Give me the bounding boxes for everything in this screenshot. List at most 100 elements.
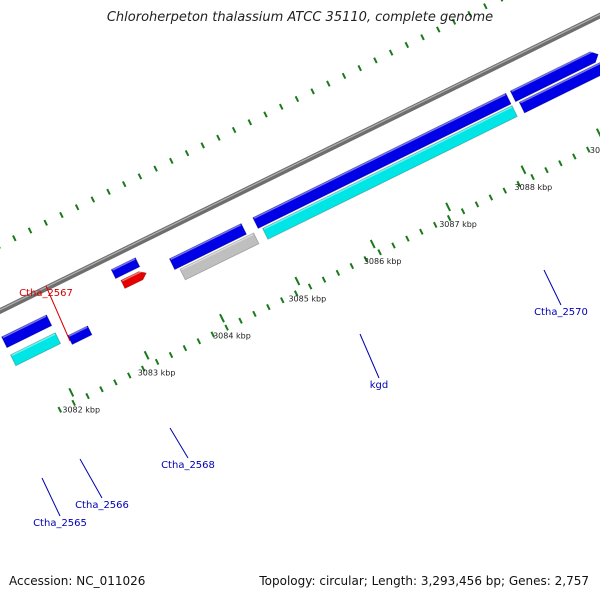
backbone-highlight <box>0 13 600 311</box>
highlight-gene-block <box>120 271 147 290</box>
inner-tick-ring <box>57 140 600 413</box>
genome-summary: Topology: circular; Length: 3,293,456 bp… <box>259 574 589 588</box>
outer-tick <box>388 49 394 56</box>
major-tick <box>445 202 451 212</box>
major-tick <box>68 387 75 397</box>
outer-tick <box>373 57 378 64</box>
tick-label: 3083 kbp <box>138 368 176 377</box>
inner-tick <box>168 351 174 359</box>
gene-leader-line <box>359 333 380 379</box>
forward-gene-block-highlight <box>2 315 47 339</box>
outer-tick <box>467 10 472 18</box>
inner-tick <box>377 249 382 256</box>
inner-tick <box>335 269 341 276</box>
pseudo-gene-block <box>179 232 260 281</box>
outer-tick <box>106 188 111 195</box>
outer-tick <box>231 126 237 134</box>
forward-gene-block-highlight <box>511 49 596 93</box>
inner-tick <box>391 242 396 249</box>
inner-tick <box>127 372 132 379</box>
gene-label-layer: Ctha_2565 Ctha_2566 Ctha_2567 Ctha_2568 kgd C… <box>19 269 588 529</box>
inner-tick <box>405 235 410 242</box>
gene-leader-line <box>41 477 61 517</box>
tick-label: 3086 kbp <box>364 257 402 266</box>
gene-leader-line <box>543 269 562 306</box>
inner-tick <box>433 221 438 229</box>
gene-label: Ctha_2567 <box>19 288 73 299</box>
inner-tick <box>210 331 215 338</box>
outer-tick <box>263 111 268 118</box>
tick-label: 3089 kbp <box>590 146 600 155</box>
outer-tick <box>483 3 488 10</box>
highlight-gene-block-highlight <box>121 269 145 282</box>
major-tick <box>595 128 600 138</box>
backbone-line <box>0 12 600 315</box>
inner-tick <box>321 276 327 283</box>
inner-tick <box>99 386 104 393</box>
inner-tick <box>238 317 243 324</box>
forward-gene-block <box>518 62 600 114</box>
outer-tick <box>436 26 441 33</box>
tick-label: 3085 kbp <box>288 294 326 303</box>
outer-tick <box>74 204 80 211</box>
outer-tick <box>420 34 425 41</box>
forward-gene-block-highlight <box>68 326 88 337</box>
inner-tick <box>224 324 229 331</box>
map-title: Chloroherpeton thalassium ATCC 35110, co… <box>106 10 494 25</box>
inner-tick <box>293 290 299 297</box>
inner-tick <box>516 180 521 187</box>
forward-gene-block <box>252 92 512 230</box>
gene-label: Ctha_2565 <box>33 518 87 529</box>
tick-label-layer: 3082 kbp 3083 kbp 3084 kbp 3085 kbp 3086 kbp… <box>62 128 600 415</box>
outer-tick <box>43 219 48 226</box>
forward-gene-block-highlight <box>253 93 506 219</box>
inner-tick <box>71 399 76 407</box>
outer-tick <box>404 41 410 49</box>
inner-tick <box>154 358 160 365</box>
gene-leader-line <box>45 285 71 342</box>
pseudo-gene-block-highlight <box>181 233 254 271</box>
reverse-cds-block <box>262 105 518 240</box>
outer-tick <box>326 80 331 87</box>
accession-text: Accession: NC_011026 <box>9 574 146 588</box>
inner-tick <box>252 310 257 318</box>
tick-label: 3082 kbp <box>62 406 100 415</box>
tick-label: 3084 kbp <box>213 331 251 340</box>
outer-tick-ring <box>0 0 504 249</box>
gene-leader-line <box>79 458 103 499</box>
gene-label: kgd <box>370 380 389 391</box>
forward-gene-block <box>168 222 248 271</box>
inner-tick <box>196 338 202 345</box>
major-tick <box>143 350 150 360</box>
gene-leader-line <box>169 427 189 459</box>
major-tick <box>369 239 376 249</box>
outer-tick <box>137 173 143 180</box>
outer-tick <box>294 95 300 103</box>
inner-tick <box>460 208 466 215</box>
outer-tick <box>200 142 205 149</box>
inner-tick <box>530 173 535 181</box>
tick-label: 3087 kbp <box>439 220 477 229</box>
inner-tick <box>113 379 118 386</box>
inner-tick <box>558 160 563 167</box>
major-tick <box>294 276 301 286</box>
inner-tick <box>266 303 271 311</box>
outer-tick <box>310 88 315 95</box>
gene-label: Ctha_2566 <box>75 500 129 511</box>
outer-tick <box>184 150 190 157</box>
reverse-cds-block <box>9 332 62 367</box>
forward-gene-block-highlight <box>112 258 136 271</box>
forward-gene-block <box>1 314 53 349</box>
inner-tick <box>307 283 313 290</box>
forward-gene-block-highlight <box>520 62 600 104</box>
outer-tick <box>59 211 64 219</box>
gene-label: Ctha_2568 <box>161 460 215 471</box>
inner-tick <box>85 392 90 400</box>
reverse-cds-block-highlight <box>263 106 512 230</box>
major-tick <box>520 165 527 175</box>
outer-tick <box>341 72 347 79</box>
outer-tick <box>12 235 17 242</box>
outer-tick <box>451 18 457 25</box>
reverse-cds-block-highlight <box>11 333 56 357</box>
outer-tick <box>247 119 253 126</box>
